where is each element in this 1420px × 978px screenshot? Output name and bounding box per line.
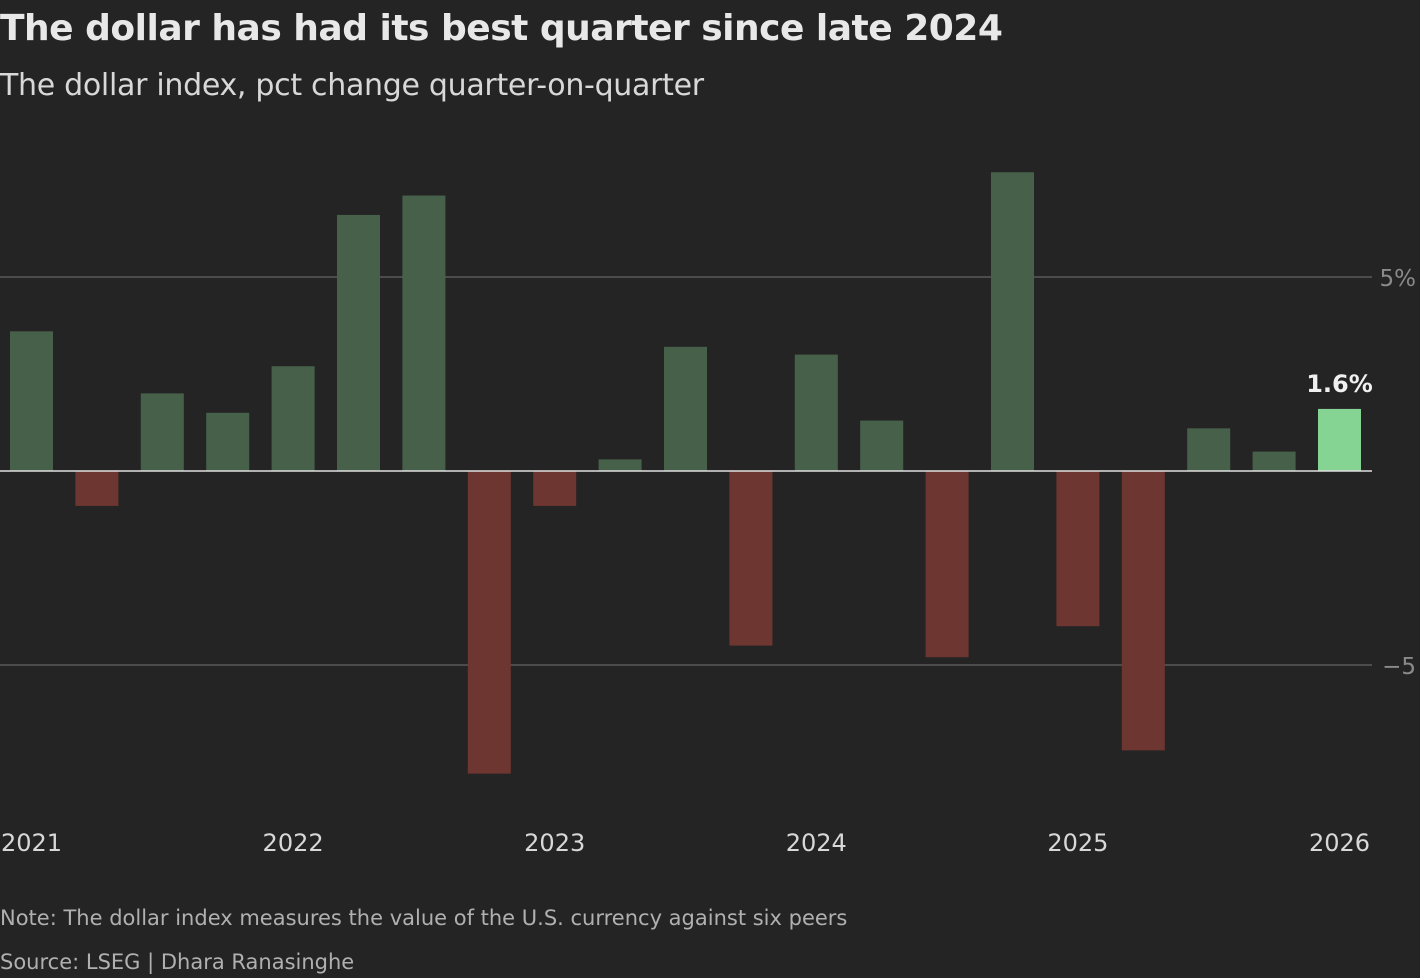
- bar: [1121, 471, 1165, 751]
- x-tick-label: 2024: [786, 829, 847, 857]
- bar: [664, 346, 707, 471]
- chart-source: Source: LSEG | Dhara Ranasinghe: [0, 950, 355, 974]
- bar: [729, 471, 773, 646]
- bar: [10, 331, 53, 471]
- bar: [1252, 451, 1296, 471]
- bar: [1318, 408, 1361, 471]
- chart-title: The dollar has had its best quarter sinc…: [0, 8, 1003, 49]
- bar: [860, 420, 904, 471]
- bar: [402, 195, 446, 471]
- bar: [1187, 428, 1231, 471]
- bar: [271, 366, 315, 471]
- x-tick-label: 2021: [1, 829, 62, 857]
- x-tick-label: 2022: [263, 829, 324, 857]
- chart-subtitle: The dollar index, pct change quarter-on-…: [0, 68, 704, 103]
- x-tick-label: 2026: [1309, 829, 1370, 857]
- bar: [925, 471, 969, 658]
- x-tick-label: 2023: [524, 829, 585, 857]
- bar: [337, 214, 380, 472]
- bar: [533, 471, 577, 506]
- bar: [75, 471, 119, 506]
- y-tick-label: 5%: [1380, 266, 1417, 292]
- x-tick-label: 2025: [1047, 829, 1108, 857]
- data-label: 1.6%: [1306, 370, 1373, 398]
- bar: [1056, 471, 1100, 627]
- bar: [206, 412, 250, 471]
- chart-note: Note: The dollar index measures the valu…: [0, 906, 848, 930]
- bar: [140, 393, 184, 471]
- bar: [598, 459, 642, 471]
- y-tick-label: −5: [1382, 654, 1416, 680]
- bar: [467, 471, 511, 774]
- bar: [991, 172, 1034, 472]
- bar: [794, 354, 838, 471]
